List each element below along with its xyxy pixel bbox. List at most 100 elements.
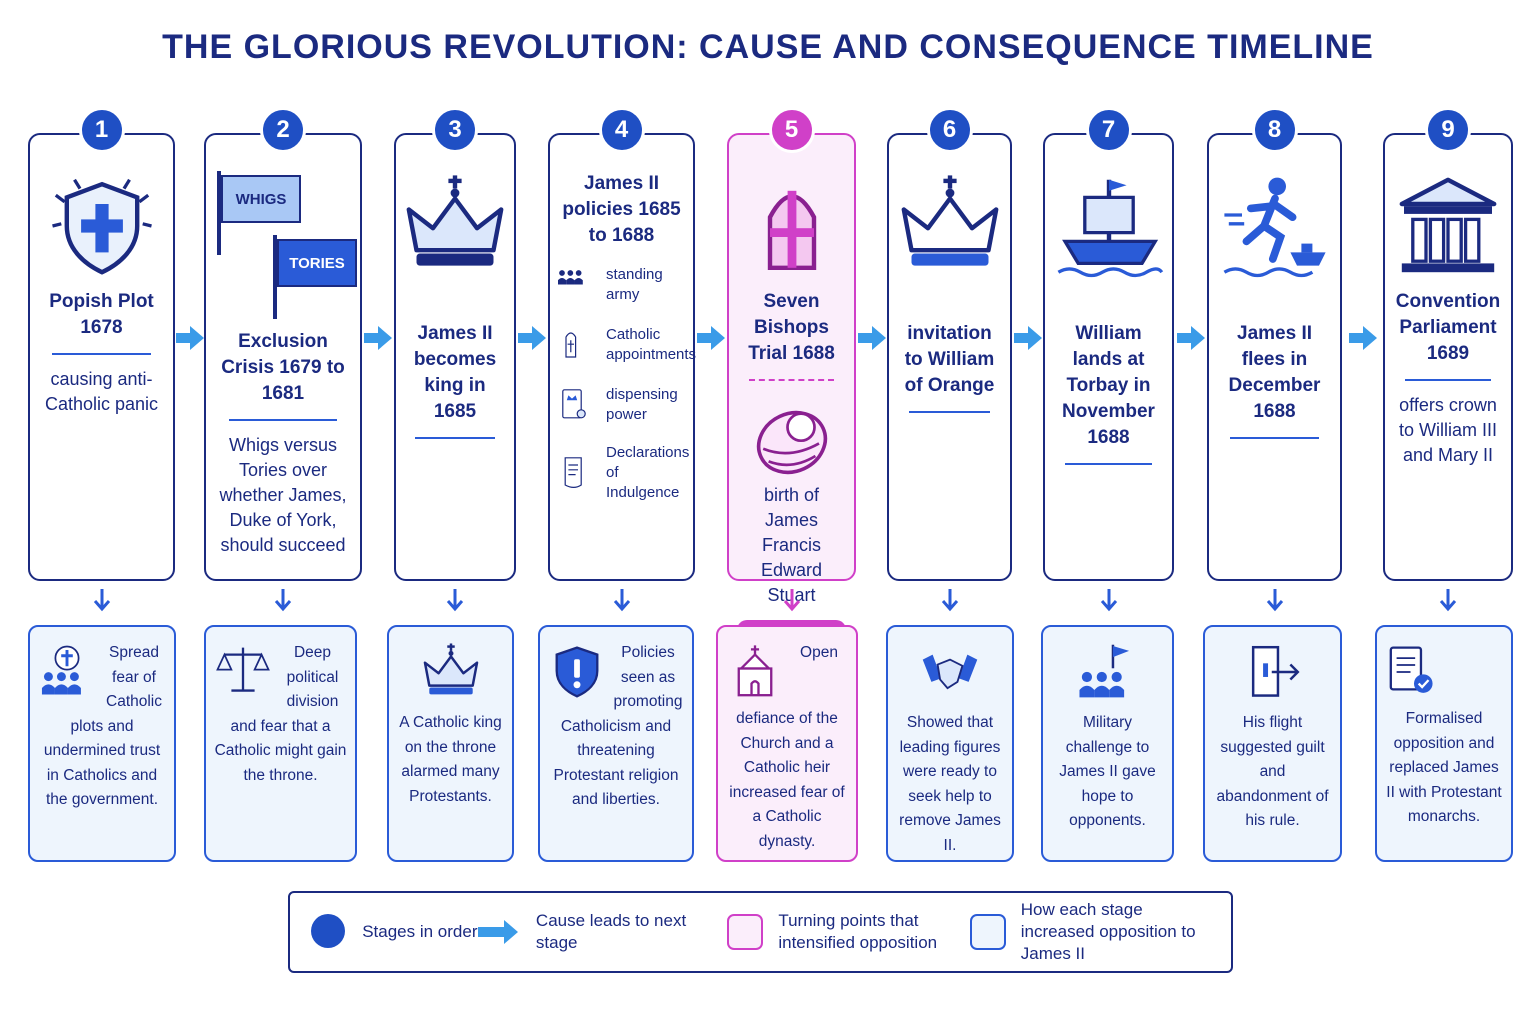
cause-arrow bbox=[364, 326, 392, 350]
stage-card: William lands at Torbay in November 1688 bbox=[1043, 133, 1174, 581]
effect-card: His flight suggested guilt and abandonme… bbox=[1203, 625, 1342, 862]
legend-text: Turning points that intensified oppositi… bbox=[778, 911, 938, 952]
stage-card: WHIGS TORIES Exclusion Crisis 1679 to 1681… bbox=[204, 133, 362, 581]
effect-card: Spread fear of Catholic plots and underm… bbox=[28, 625, 176, 862]
effect-icon bbox=[1389, 646, 1433, 693]
legend-text: How each stage increased opposition to J… bbox=[1020, 900, 1196, 963]
down-arrow bbox=[274, 589, 292, 612]
policy-item: Catholic appointments bbox=[558, 323, 696, 367]
divider bbox=[1229, 437, 1320, 439]
stage-card: Seven Bishops Trial 1688 birth of James F… bbox=[727, 133, 856, 668]
stage-icon bbox=[1223, 177, 1326, 278]
divider bbox=[415, 437, 495, 439]
cause-arrow bbox=[1348, 326, 1377, 350]
cause-arrow bbox=[518, 326, 546, 350]
legend-swatch bbox=[311, 914, 346, 948]
flag: WHIGS bbox=[221, 175, 301, 223]
down-arrow bbox=[1100, 589, 1117, 612]
effect-text: Formalised opposition and replaced James… bbox=[1386, 710, 1502, 825]
divider bbox=[908, 411, 991, 413]
divider bbox=[748, 379, 834, 381]
stage-number: 8 bbox=[1251, 107, 1298, 153]
effect-text: Military challenge to James II gave hope… bbox=[1059, 714, 1156, 829]
policy-text: Declarations of Indulgence bbox=[606, 444, 690, 501]
effect-card: A Catholic king on the throne alarmed ma… bbox=[387, 625, 514, 862]
policy-icon bbox=[564, 457, 582, 488]
cause-arrow bbox=[857, 326, 886, 350]
stage-detail: offers crown to William III and Mary II bbox=[1398, 395, 1497, 465]
cause-arrow bbox=[175, 326, 204, 350]
flags-icon: WHIGS TORIES bbox=[213, 171, 357, 321]
stage-card: James II policies 1685 to 1688 standing a… bbox=[548, 133, 696, 581]
stage-icon bbox=[1399, 177, 1497, 273]
down-arrow bbox=[93, 589, 110, 612]
effect-text: Showed that leading figures were ready t… bbox=[899, 714, 1001, 854]
stage-title: James II flees in December 1688 bbox=[1228, 323, 1321, 422]
legend-item: Stages in order bbox=[310, 913, 478, 951]
policy-text: dispensing power bbox=[606, 386, 678, 423]
stage-card: Convention Parliament 1689 offers crown t… bbox=[1383, 133, 1513, 581]
legend-text: Cause leads to next stage bbox=[535, 911, 687, 952]
effect-text: Open defiance of the Church and a Cathol… bbox=[729, 644, 845, 850]
stage-icon bbox=[1057, 179, 1163, 278]
policy-item: Declarations of Indulgence bbox=[558, 443, 689, 503]
stage-card: invitation to William of Orange bbox=[887, 133, 1012, 581]
policy-text: standing army bbox=[606, 266, 663, 303]
stage-detail: causing anti-Catholic panic bbox=[44, 369, 159, 414]
effect-card: Showed that leading figures were ready t… bbox=[886, 625, 1014, 862]
cause-arrow bbox=[1013, 326, 1042, 350]
legend-swatch bbox=[727, 914, 764, 950]
policy-icon bbox=[565, 332, 577, 358]
policy-item: standing army bbox=[558, 263, 685, 307]
cause-arrow bbox=[697, 326, 725, 350]
policy-icon bbox=[558, 270, 583, 285]
down-arrow bbox=[613, 589, 630, 612]
stage-number: 3 bbox=[432, 107, 478, 153]
stage-title: Popish Plot 1678 bbox=[49, 291, 154, 338]
policy-list: standing army Catholic appointments dispen… bbox=[558, 263, 696, 519]
effect-card: Formalised opposition and replaced James… bbox=[1375, 625, 1513, 862]
effect-card: Military challenge to James II gave hope… bbox=[1041, 625, 1174, 862]
stage-icon bbox=[767, 190, 816, 270]
legend-item: Turning points that intensified oppositi… bbox=[726, 910, 968, 954]
stage-number: 5 bbox=[768, 107, 815, 153]
legend-text: Stages in order bbox=[362, 922, 478, 941]
effect-card: Deep political division and fear that a … bbox=[204, 625, 357, 862]
effect-icon bbox=[555, 646, 599, 698]
stage-title: James II policies 1685 to 1688 bbox=[562, 173, 681, 246]
policy-icon bbox=[562, 389, 586, 419]
stage-title: Convention Parliament 1689 bbox=[1395, 291, 1501, 364]
down-arrow bbox=[1439, 589, 1457, 612]
effect-text: Deep political division and fear that a … bbox=[214, 644, 347, 784]
effect-icon bbox=[922, 654, 978, 690]
effect-text: A Catholic king on the throne alarmed ma… bbox=[399, 714, 502, 805]
divider bbox=[1405, 379, 1491, 381]
stage-number: 4 bbox=[598, 107, 645, 153]
legend: Stages in order Cause leads to next stage… bbox=[288, 891, 1233, 973]
down-arrow bbox=[783, 589, 800, 612]
stage-number: 1 bbox=[78, 107, 125, 153]
effect-icon bbox=[41, 645, 81, 695]
effect-icon bbox=[216, 647, 270, 692]
legend-swatch bbox=[969, 914, 1006, 950]
effect-text: His flight suggested guilt and abandonme… bbox=[1216, 714, 1329, 829]
stage-card: Popish Plot 1678 causing anti-Catholic pa… bbox=[28, 133, 175, 581]
legend-swatch bbox=[477, 920, 518, 944]
stage-title: William lands at Torbay in November 1688 bbox=[1062, 323, 1155, 448]
stage-detail: birth of James Francis Edward Stuart bbox=[760, 485, 823, 605]
stage-number: 7 bbox=[1085, 107, 1132, 153]
stage-title: Exclusion Crisis 1679 to 1681 bbox=[221, 331, 345, 404]
stage-icon bbox=[901, 175, 998, 266]
divider bbox=[229, 419, 337, 421]
stage-title: James II becomes king in 1685 bbox=[413, 323, 497, 422]
effect-icon bbox=[1251, 645, 1300, 697]
flag: TORIES bbox=[277, 239, 357, 287]
effect-icon bbox=[737, 645, 773, 697]
effect-icon bbox=[423, 643, 478, 695]
effect-text: Spread fear of Catholic plots and underm… bbox=[43, 644, 162, 808]
stage-icon bbox=[406, 175, 504, 266]
stage-number: 2 bbox=[260, 107, 306, 153]
stage-number: 9 bbox=[1425, 107, 1471, 153]
title: THE GLORIOUS REVOLUTION: CAUSE AND CONSE… bbox=[162, 28, 1374, 66]
